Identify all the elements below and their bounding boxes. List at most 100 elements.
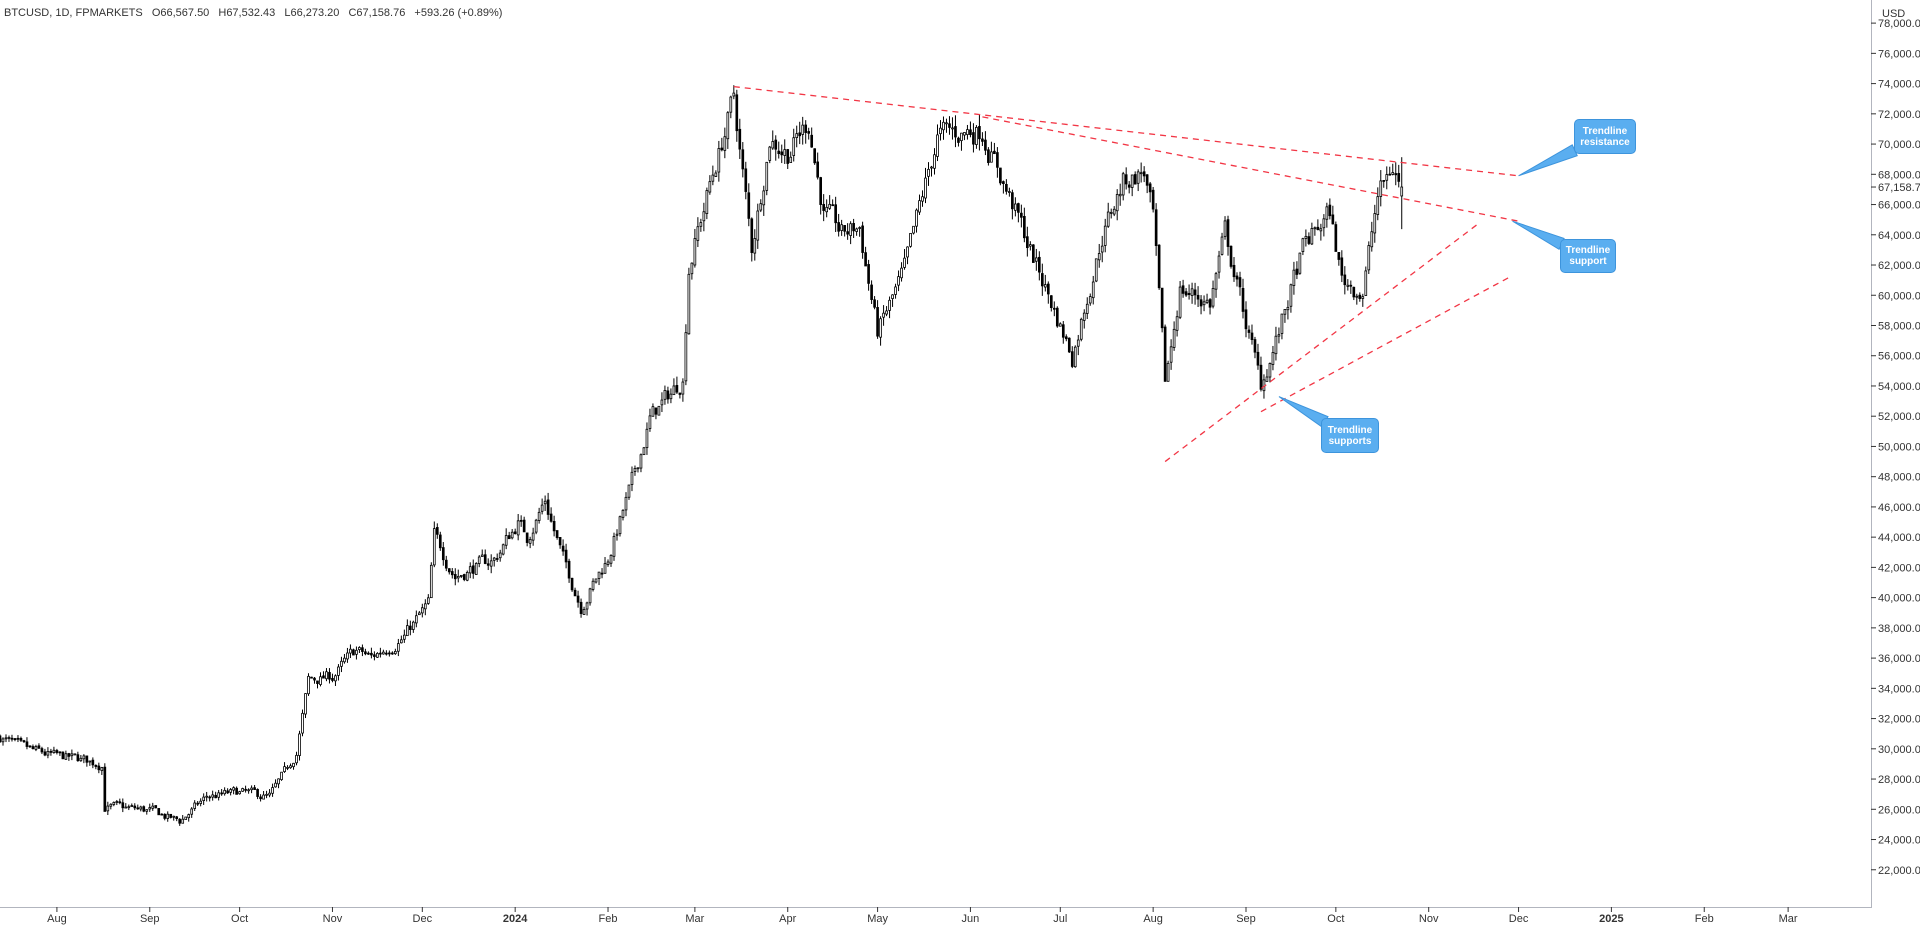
candle-down bbox=[91, 759, 95, 766]
time-axis[interactable]: Aug Sep Oct Nov Dec 2024 Feb Mar Apr May Jun Jul Aug… bbox=[47, 907, 1798, 925]
candle-up bbox=[825, 206, 828, 213]
candle-up bbox=[891, 294, 894, 299]
candle-up bbox=[498, 552, 502, 559]
candle-up bbox=[480, 554, 484, 557]
candle-down bbox=[678, 392, 682, 395]
candle-up bbox=[1112, 208, 1116, 215]
candle-up bbox=[1220, 236, 1224, 255]
candle-down bbox=[37, 745, 41, 749]
candle-up bbox=[1370, 231, 1374, 248]
candle-up bbox=[82, 755, 86, 760]
candle-up bbox=[1178, 286, 1182, 318]
candle-down bbox=[1256, 351, 1260, 366]
candle-down bbox=[1295, 268, 1299, 275]
candle-up bbox=[612, 536, 616, 557]
candle-down bbox=[385, 652, 388, 655]
candle-up bbox=[34, 746, 38, 750]
candle-down bbox=[1049, 295, 1053, 309]
candle-up bbox=[238, 791, 241, 795]
candle-up bbox=[1073, 346, 1077, 368]
candle-down bbox=[1148, 183, 1152, 193]
candle-down bbox=[364, 651, 367, 655]
y-tick-label: 72,000.00 bbox=[1878, 109, 1920, 121]
candle-down bbox=[1142, 171, 1146, 177]
candle-up bbox=[403, 634, 406, 640]
candle-down bbox=[1253, 339, 1257, 353]
candle-up bbox=[1298, 252, 1302, 274]
callout-trendline-support[interactable]: Trendline support bbox=[1560, 239, 1616, 273]
candle-up bbox=[355, 649, 358, 655]
candle-up bbox=[534, 519, 538, 533]
candle-down bbox=[876, 307, 879, 337]
candle-up bbox=[945, 122, 948, 125]
candle-down bbox=[453, 574, 457, 580]
candle-up bbox=[888, 299, 891, 311]
candle-down bbox=[837, 222, 840, 232]
candle-down bbox=[1307, 236, 1311, 244]
candle-up bbox=[211, 794, 214, 798]
candle-up bbox=[765, 161, 769, 191]
candle-down bbox=[1229, 245, 1233, 267]
candle-down bbox=[1328, 204, 1332, 217]
candle-down bbox=[1163, 326, 1167, 382]
candle-up bbox=[828, 203, 831, 209]
candle-down bbox=[118, 801, 122, 804]
candle-down bbox=[391, 652, 394, 655]
candle-up bbox=[358, 647, 361, 651]
y-tick-label: 42,000.00 bbox=[1878, 562, 1920, 574]
candle-down bbox=[1199, 299, 1203, 307]
candle-up bbox=[1304, 235, 1308, 239]
candle-up bbox=[456, 575, 460, 579]
candle-down bbox=[675, 385, 679, 393]
candle-down bbox=[352, 649, 355, 656]
candle-up bbox=[271, 787, 274, 794]
candle-up bbox=[762, 190, 766, 206]
candle-up bbox=[729, 96, 733, 113]
candle-up bbox=[1118, 193, 1122, 197]
candle-up bbox=[1166, 362, 1170, 382]
candle-down bbox=[798, 132, 802, 137]
candle-up bbox=[771, 141, 775, 149]
candle-down bbox=[388, 652, 391, 655]
candle-up bbox=[112, 802, 116, 805]
candle-up bbox=[376, 652, 379, 658]
callout-trendline-supports[interactable]: Trendline supports bbox=[1321, 418, 1379, 453]
candle-down bbox=[1232, 264, 1236, 278]
callout-trendline-resistance[interactable]: Trendline resistance bbox=[1574, 119, 1636, 154]
candle-down bbox=[253, 787, 256, 790]
candle-down bbox=[1145, 174, 1149, 186]
candle-down bbox=[948, 123, 951, 128]
candle-down bbox=[373, 654, 376, 657]
candle-down bbox=[558, 536, 562, 546]
candle-up bbox=[648, 415, 652, 429]
candle-up bbox=[609, 554, 613, 564]
candle-up bbox=[1319, 228, 1323, 232]
candle-up bbox=[879, 318, 882, 338]
candle-down bbox=[1127, 184, 1131, 188]
candle-up bbox=[301, 712, 304, 734]
candle-up bbox=[459, 574, 463, 577]
candle-down bbox=[1046, 283, 1050, 295]
candle-up bbox=[732, 92, 736, 97]
candle-up bbox=[1286, 306, 1290, 311]
candle-up bbox=[660, 399, 664, 406]
candle-up bbox=[1325, 206, 1329, 220]
y-tick-label: 70,000.00 bbox=[1878, 139, 1920, 151]
candle-up bbox=[492, 557, 496, 561]
candle-down bbox=[786, 149, 790, 164]
candle-up bbox=[1271, 352, 1275, 365]
price-axis[interactable]: 78,000.00 76,000.00 74,000.00 72,000.00 70,0… bbox=[1871, 18, 1920, 877]
candle-up bbox=[73, 753, 77, 756]
candle-down bbox=[1193, 289, 1197, 296]
candle-down bbox=[549, 513, 553, 522]
candle-down bbox=[774, 139, 778, 150]
candle-up bbox=[1364, 270, 1368, 296]
candle-up bbox=[1109, 211, 1113, 214]
x-tick-label: Dec bbox=[413, 913, 433, 925]
candle-down bbox=[735, 94, 739, 132]
candle-up bbox=[1082, 312, 1086, 321]
x-tick-label: Aug bbox=[47, 913, 67, 925]
candle-up bbox=[268, 792, 271, 796]
candle-down bbox=[552, 521, 556, 532]
